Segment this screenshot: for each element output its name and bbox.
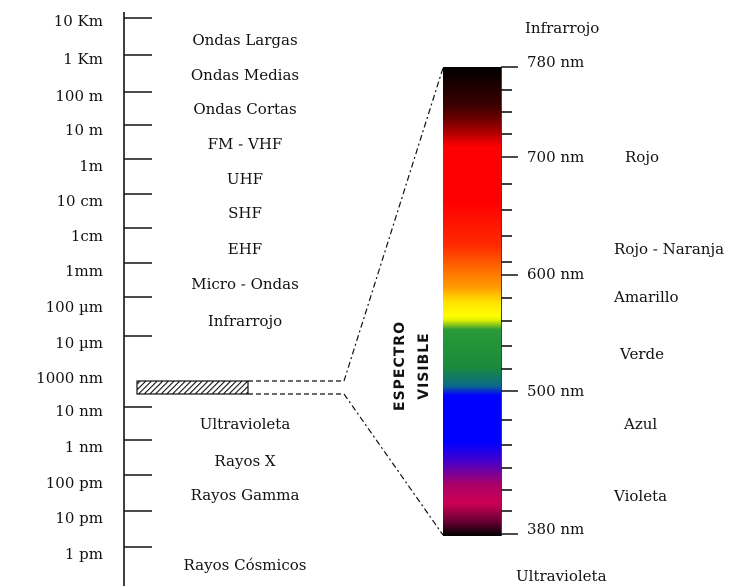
color-label-yellow: Amarillo xyxy=(614,288,679,306)
band-label: SHF xyxy=(228,204,262,222)
band-label: Ondas Cortas xyxy=(193,100,297,118)
color-label-violet: Violeta xyxy=(614,487,668,505)
color-label-blue: Azul xyxy=(624,415,658,433)
wavelength-label: 10 µm xyxy=(55,334,103,352)
axis-ticks xyxy=(124,17,152,548)
zoom-lines xyxy=(248,67,444,536)
band-label: Micro - Ondas xyxy=(191,275,299,293)
wavelength-label: 100 pm xyxy=(45,474,103,492)
wavelength-label: 1 nm xyxy=(64,438,103,456)
nm-tick-label: 700 nm xyxy=(527,148,585,166)
nm-tick-label: 600 nm xyxy=(527,265,585,283)
band-label: EHF xyxy=(227,240,263,258)
wavelength-label: 1 pm xyxy=(64,545,103,563)
infrared-label: Infrarrojo xyxy=(525,19,600,37)
nm-tick-label: 780 nm xyxy=(527,53,585,71)
wavelength-label: 1mm xyxy=(65,262,103,280)
band-label: Rayos Gamma xyxy=(190,486,300,504)
wavelength-label: 1 Km xyxy=(63,50,103,68)
band-label: Ondas Largas xyxy=(192,31,298,49)
color-label-red: Rojo xyxy=(625,148,660,166)
wavelength-label: 10 m xyxy=(64,121,103,139)
band-label: FM - VHF xyxy=(207,135,283,153)
band-label: Ultravioleta xyxy=(199,415,291,433)
ultraviolet-label: Ultravioleta xyxy=(516,567,607,585)
band-label: Rayos X xyxy=(214,452,276,470)
wavelength-label: 10 cm xyxy=(56,192,103,210)
wavelength-label: 100 µm xyxy=(45,298,103,316)
wavelength-label: 1cm xyxy=(70,227,103,245)
color-label-red-orange: Rojo - Naranja xyxy=(614,240,725,258)
wavelength-label: 100 m xyxy=(55,87,103,105)
band-label: Infrarrojo xyxy=(207,312,283,330)
band-label: UHF xyxy=(226,170,264,188)
wavelength-label: 10 pm xyxy=(55,509,103,527)
spectrum-ticks xyxy=(501,66,518,535)
color-label-green: Verde xyxy=(620,345,664,363)
nm-tick-label: 500 nm xyxy=(527,382,585,400)
visible-spectrum-bar xyxy=(443,67,501,536)
visible-vertical-label: VISIBLE xyxy=(415,332,432,400)
visible-band-hatch xyxy=(136,380,249,395)
espectro-vertical-label: ESPECTRO xyxy=(391,321,408,411)
wavelength-label: 10 nm xyxy=(55,402,103,420)
band-label: Rayos Cósmicos xyxy=(183,556,307,574)
nm-tick-label: 380 nm xyxy=(527,520,585,538)
wavelength-label: 1m xyxy=(79,157,103,175)
band-label: Ondas Medias xyxy=(190,66,300,84)
wavelength-label: 10 Km xyxy=(53,12,103,30)
wavelength-label: 1000 nm xyxy=(36,369,103,387)
